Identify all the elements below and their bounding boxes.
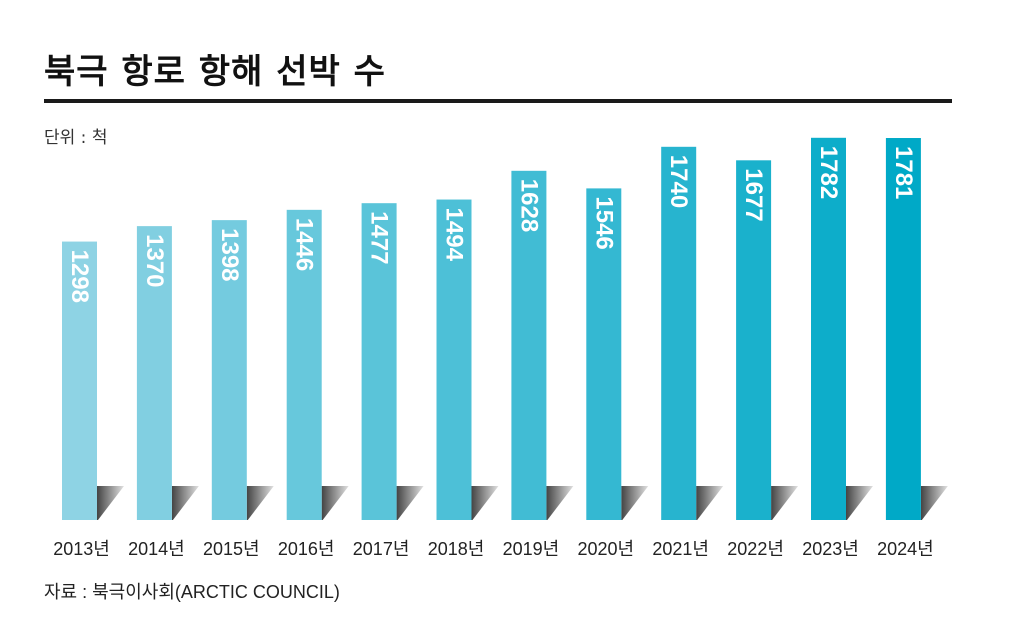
title-rule [44, 99, 952, 103]
value-label: 1677 [740, 168, 767, 221]
bar-2017년 [361, 203, 397, 520]
bar-shadow [321, 486, 349, 520]
x-tick-label: 2018년 [428, 539, 485, 559]
bar-2018년 [436, 199, 472, 520]
value-label: 1546 [590, 196, 617, 249]
bar-2015년 [211, 220, 247, 520]
bar-2013년 [62, 241, 97, 520]
x-tick-label: 2013년 [53, 539, 110, 559]
bar-shadow [97, 486, 124, 520]
value-label: 1446 [291, 218, 318, 271]
value-label: 1494 [441, 208, 468, 262]
value-label: 1782 [815, 146, 842, 199]
x-tick-label: 2016년 [278, 539, 335, 559]
bar-2023년 [811, 137, 846, 520]
bar-shadow [471, 486, 499, 520]
bar-shadow [621, 486, 649, 520]
value-label: 1477 [366, 211, 393, 264]
value-label: 1781 [890, 146, 917, 199]
value-label: 1740 [665, 155, 692, 208]
bar-2019년 [511, 170, 547, 520]
bar-shadow [246, 486, 274, 520]
value-label: 1370 [141, 234, 168, 287]
x-tick-label: 2020년 [577, 539, 634, 559]
value-label: 1398 [216, 228, 243, 281]
bar-2014년 [136, 226, 172, 521]
source-note: 자료 : 북극이사회(ARCTIC COUNCIL) [44, 582, 340, 602]
bar-shadow [920, 486, 948, 520]
bar-2016년 [286, 209, 322, 520]
x-tick-label: 2015년 [203, 539, 260, 559]
value-label: 1298 [66, 250, 93, 303]
bar-shadow [546, 486, 574, 520]
bar-2024년 [885, 138, 921, 521]
bar-2021년 [661, 146, 697, 521]
x-tick-label: 2014년 [128, 539, 185, 559]
x-tick-label: 2022년 [727, 539, 784, 559]
bar-shadow [171, 486, 199, 520]
x-tick-label: 2017년 [353, 539, 410, 559]
unit-label: 단위 : 척 [44, 128, 108, 148]
x-tick-label: 2023년 [802, 539, 859, 559]
chart-title: 북극 항로 항해 선박 수 [44, 52, 386, 92]
x-tick-label: 2021년 [652, 539, 709, 559]
bar-shadow [771, 486, 799, 520]
x-tick-label: 2024년 [877, 539, 934, 559]
bar-shadow [696, 486, 724, 520]
x-tick-label: 2019년 [503, 539, 560, 559]
bar-2020년 [586, 188, 622, 520]
value-label: 1628 [515, 179, 542, 232]
bar-2022년 [736, 160, 772, 521]
bar-shadow [846, 486, 873, 520]
bar-shadow [396, 486, 424, 520]
